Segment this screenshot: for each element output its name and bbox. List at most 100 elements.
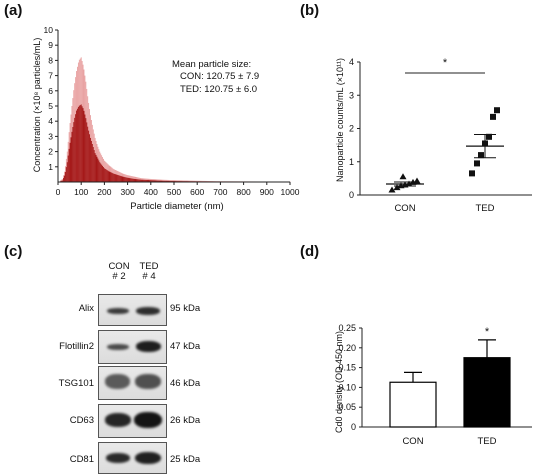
y-tick-label: 5 [48,101,53,111]
histogram-bar [111,172,113,182]
blot-strip-cd63 [98,404,167,438]
x-tick-label: 300 [121,187,135,197]
histogram-bar [64,175,65,182]
annotation-line-2: CON: 120.75 ± 7.9 [180,71,259,82]
y-axis-label: Concentration (×10⁸ particles/mL) [32,38,42,173]
y-tick-label: 4 [349,57,354,67]
bar-con [389,381,437,428]
histogram-bar [146,179,148,182]
annotation-line-3: TED: 120.75 ± 6.0 [180,84,257,95]
histogram-bar [164,180,166,182]
histogram-bar [140,179,142,182]
histogram-bar [131,178,133,182]
histogram-bar [142,179,144,182]
x-tick-label: 600 [190,187,204,197]
blot-strip-flotillin2 [98,330,167,364]
histogram-bar [154,180,156,182]
histogram-bar [145,179,147,182]
histogram-bar [76,110,78,182]
y-tick-label: 0.10 [338,382,356,392]
histogram-bar [64,171,66,182]
histogram-bar [90,140,92,182]
histogram-bar [150,180,152,182]
panel-label-d: (d) [300,243,320,260]
histogram-bar [63,178,65,182]
histogram-bar [118,175,120,182]
histogram-bar [88,130,90,182]
histogram-bar [167,180,169,182]
bar-ted [463,357,511,428]
histogram-bar [132,178,134,182]
histogram-bar [62,180,64,182]
histogram-bar [156,180,158,182]
lane-con-line1: CON [108,261,130,272]
y-tick-label: 1 [48,162,53,172]
y-axis-label: Cd0 density (OD 450 nm) [334,331,344,433]
histogram-bar [143,179,145,182]
histogram-bar [74,117,76,182]
histogram-bar [167,180,168,182]
x-tick-label: 700 [213,187,227,197]
blot-strip-alix [98,294,167,326]
histogram-bar [191,180,193,182]
histogram-bar [116,174,118,182]
x-category-label: TED [478,436,497,447]
y-tick-label: 1 [349,157,354,167]
histogram-bar [134,179,136,182]
histogram-bar [99,162,101,182]
histogram-bar [83,110,85,182]
histogram-bar [135,179,137,182]
histogram-bar [119,175,121,182]
y-tick-label: 10 [44,25,54,35]
histogram-bar [160,180,162,182]
lane-ted-line1: TED [139,261,159,272]
histogram-bar [120,176,122,182]
bar-chart: 0 0.05 0.10 0.15 0.20 0.25 CON TED * Cd0 densit… [334,323,532,447]
x-tick-label: 1000 [281,187,300,197]
histogram-bar [123,176,125,182]
y-tick-label: 0.05 [338,402,356,412]
histogram-bar [101,164,103,182]
histogram-bar [68,148,70,182]
histogram-bar [159,180,161,182]
histogram-bar [133,178,135,182]
histogram-bar [152,180,154,182]
y-tick-label: 8 [48,55,53,65]
histogram-bar [128,177,129,182]
significance-star: * [443,57,448,69]
histogram-bar [126,177,128,182]
histogram-bar [122,176,124,182]
x-tick-label: 200 [97,187,111,197]
histogram-bar [66,162,68,182]
histogram-bar [78,105,80,182]
histogram-bar [157,180,159,182]
histogram-bar [92,147,94,182]
histogram-bar [138,179,140,182]
blot-label-tsg101: TSG101 [58,378,94,389]
histogram-bar [105,169,107,182]
histogram-bar [110,172,112,182]
histogram-bar [108,171,110,182]
panel-label-c: (c) [4,243,23,260]
histogram-bar [121,176,123,182]
histogram-bar [77,108,78,182]
panel-label-b: (b) [300,2,320,19]
blot-label-alix: Alix [78,303,94,314]
histogram-bar [102,165,103,182]
histogram-bar [84,114,86,182]
x-category-label: CON [394,203,415,214]
histogram-bar [117,175,119,182]
histogram-bar [168,180,170,182]
lane-ted-line2: # 4 [142,271,156,282]
x-tick-label: 400 [144,187,158,197]
histogram-bar [71,131,73,182]
histogram-bar [80,104,82,182]
histogram-bar [166,180,168,182]
histogram-bar [158,180,160,182]
histogram-bar [104,168,106,182]
blot-kda-cd63: 26 kDa [170,415,201,426]
data-point-con [388,186,396,193]
histogram-bar [96,156,98,182]
histogram-bar [103,168,105,182]
